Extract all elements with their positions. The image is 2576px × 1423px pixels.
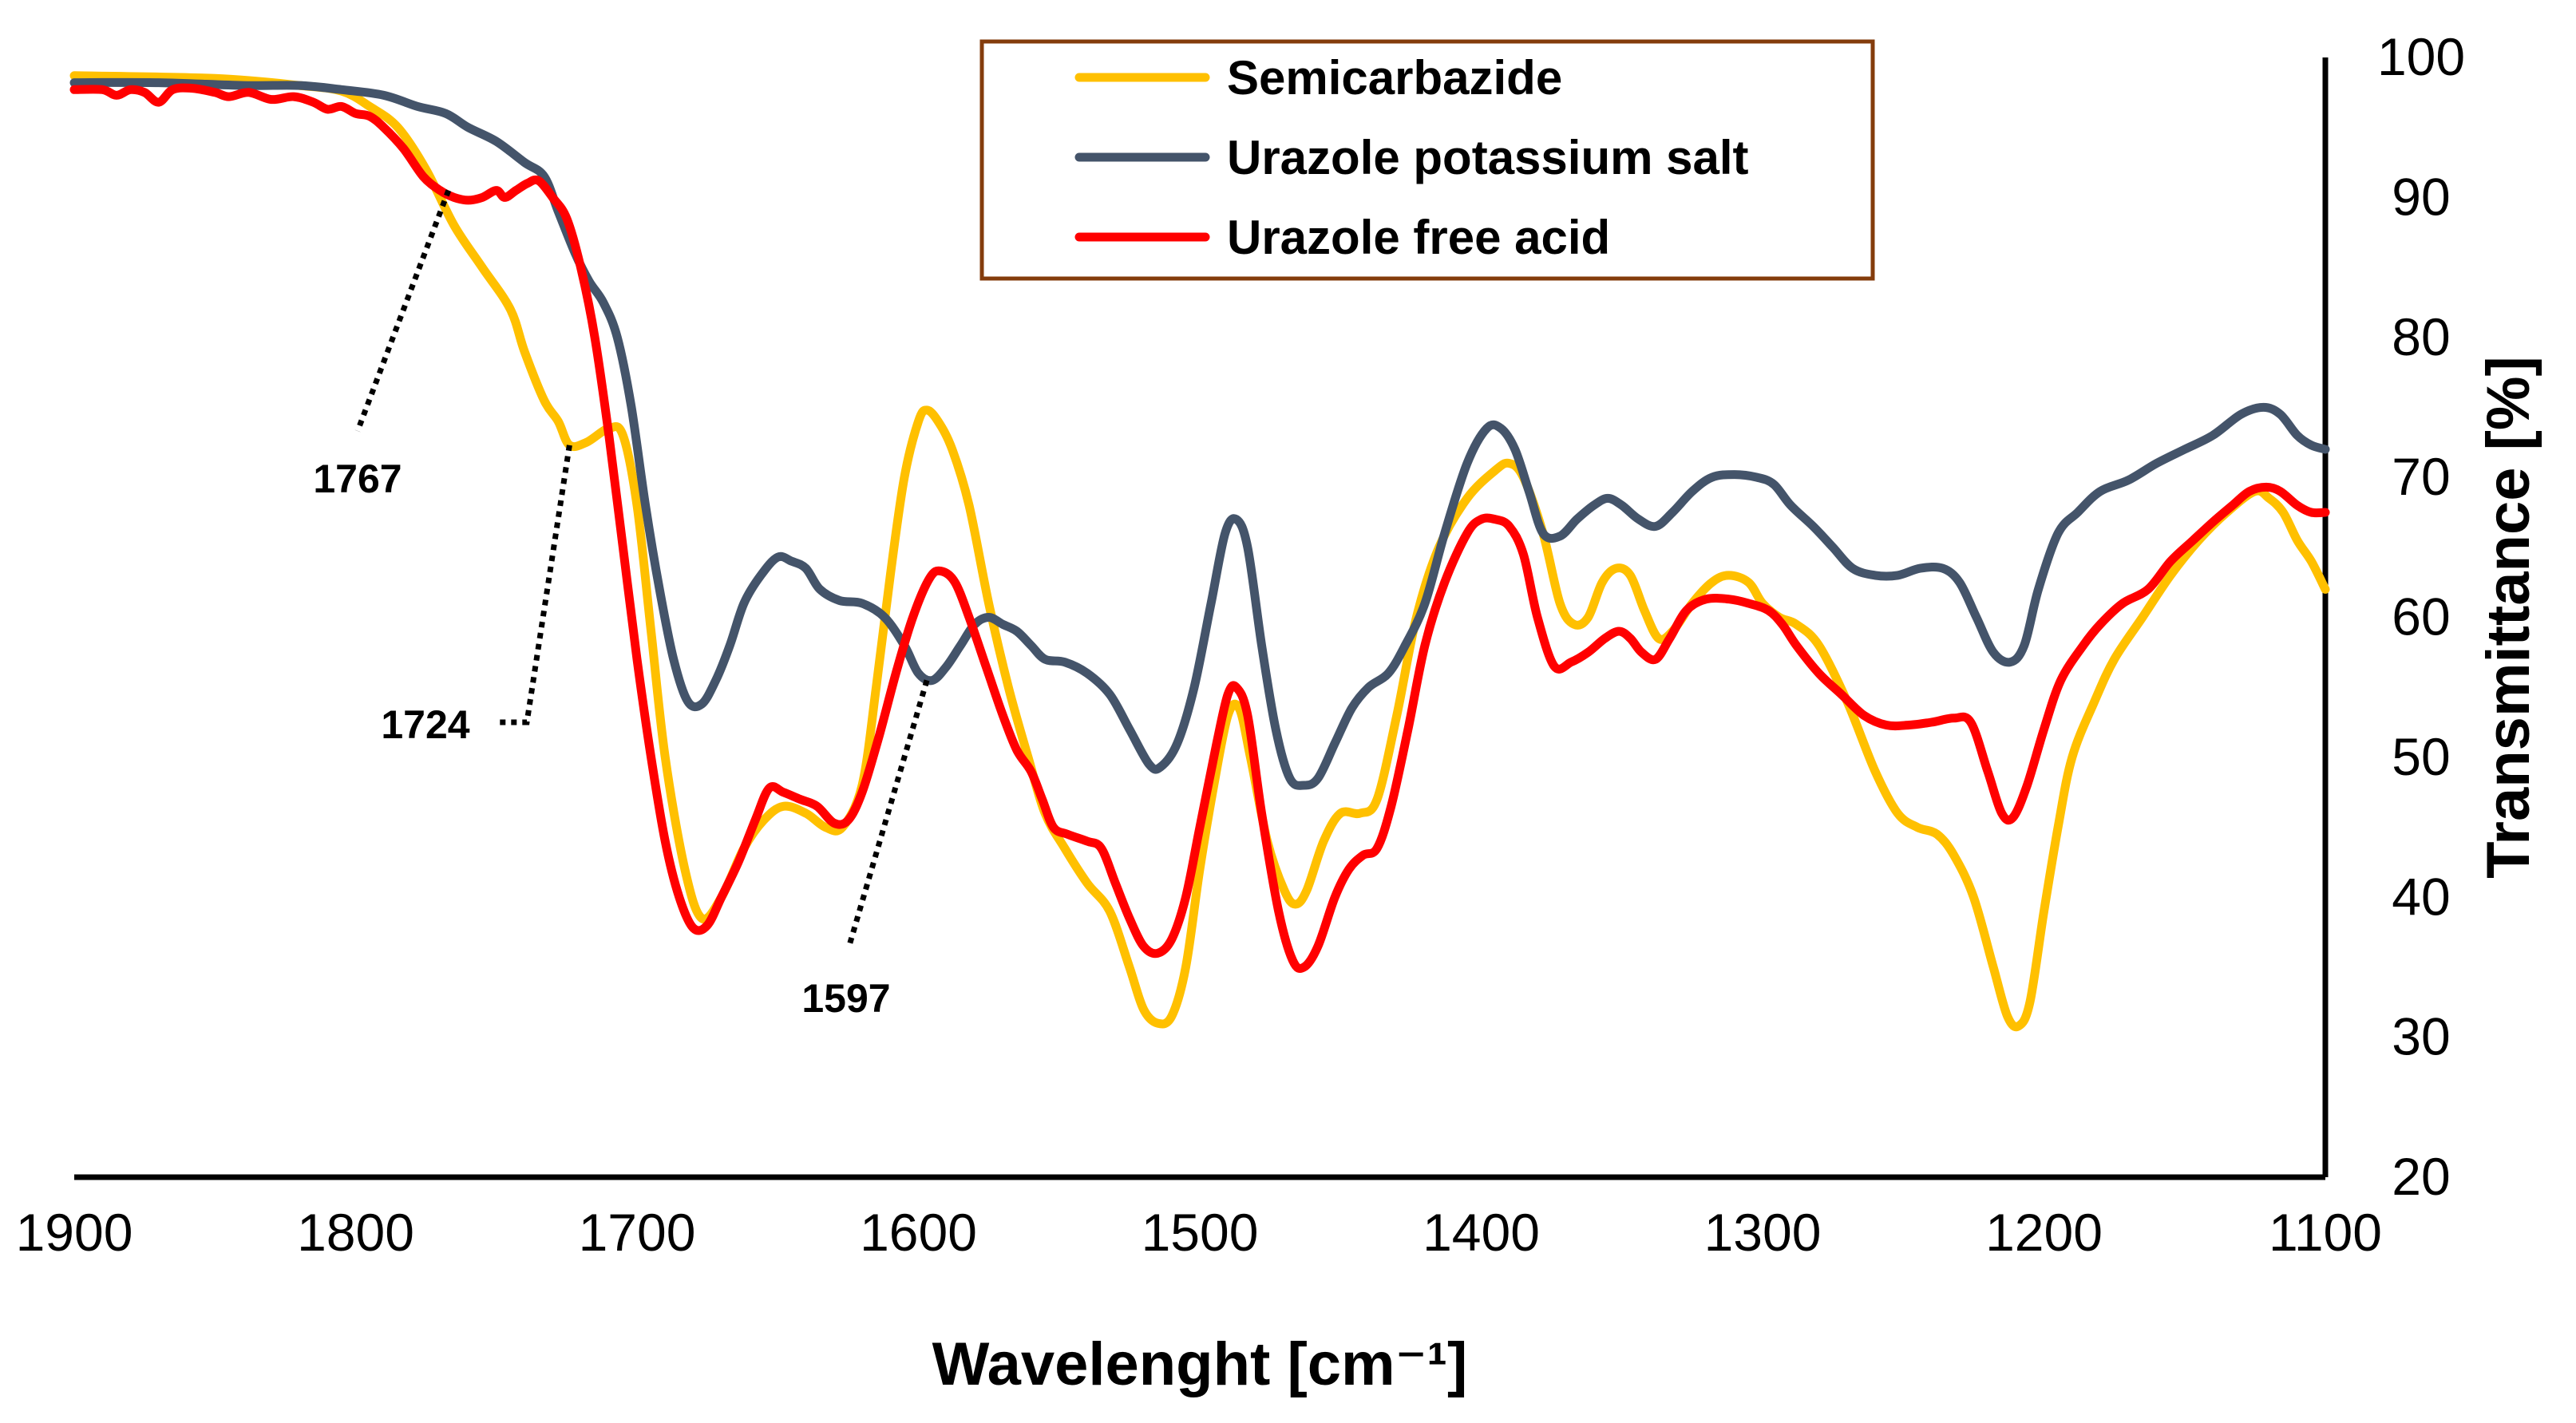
y-tick-label: 70 — [2392, 447, 2450, 506]
x-tick-label: 1200 — [1985, 1203, 2103, 1262]
x-axis-title: Wavelenght [cm⁻¹] — [932, 1330, 1468, 1398]
y-tick-label: 50 — [2392, 727, 2450, 786]
x-tick-label: 1400 — [1423, 1203, 1540, 1262]
x-tick-label: 1100 — [2269, 1203, 2382, 1262]
annotation-leader — [354, 189, 452, 433]
legend-label: Urazole free acid — [1227, 211, 1610, 264]
y-tick-label: 20 — [2392, 1147, 2450, 1206]
y-tick-label: 100 — [2377, 27, 2465, 86]
annotation-leader — [499, 445, 572, 725]
x-tick-label: 1800 — [297, 1203, 414, 1262]
annotation-leader — [845, 679, 930, 949]
y-tick-label: 30 — [2392, 1007, 2450, 1066]
y-tick-label: 80 — [2392, 307, 2450, 366]
x-tick-label: 1700 — [579, 1203, 696, 1262]
annotation-label: 1597 — [801, 976, 890, 1021]
series-layer — [69, 71, 2330, 1032]
annotation-label: 1724 — [381, 702, 469, 747]
x-tick-label: 1300 — [1704, 1203, 1822, 1262]
annotation-layer: 1767 1724 1597 — [313, 189, 930, 1021]
y-tick-label: 40 — [2392, 867, 2450, 926]
legend-label: Urazole potassium salt — [1227, 131, 1749, 184]
series-line-urazole-potassium-salt — [69, 77, 2330, 790]
legend-label: Semicarbazide — [1227, 51, 1562, 105]
legend: Semicarbazide Urazole potassium salt Urazo… — [979, 39, 1875, 281]
y-tick-label: 60 — [2392, 587, 2450, 646]
series-line-urazole-free-acid — [69, 83, 2330, 974]
y-tick-label: 90 — [2392, 167, 2450, 226]
x-tick-label: 1900 — [16, 1203, 133, 1262]
x-tick-label: 1600 — [860, 1203, 977, 1262]
x-tick-label: 1500 — [1142, 1203, 1259, 1262]
y-axis-title: Transmittance [%] — [2475, 356, 2542, 879]
annotation-label: 1767 — [313, 457, 402, 501]
